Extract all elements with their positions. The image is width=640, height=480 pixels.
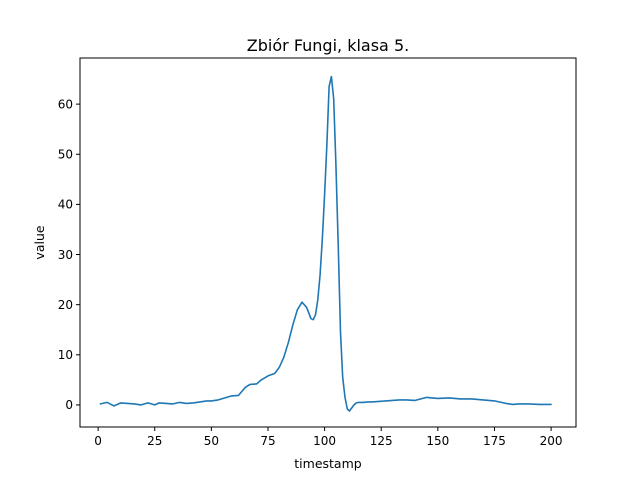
x-tick-label: 100: [313, 434, 336, 448]
x-tick-label: 175: [483, 434, 506, 448]
y-tick-label: 10: [58, 348, 73, 362]
y-tick-label: 40: [58, 198, 73, 212]
chart-title: Zbiór Fungi, klasa 5.: [247, 36, 409, 55]
y-tick-label: 0: [65, 398, 73, 412]
y-axis-ticks: 0 10 20 30 40 50 60: [58, 97, 80, 412]
plot-frame: [79, 57, 577, 428]
x-tick-label: 125: [370, 434, 393, 448]
x-tick-label: 150: [426, 434, 449, 448]
series-line: [99, 75, 552, 412]
y-tick-label: 30: [58, 248, 73, 262]
y-tick-label: 20: [58, 298, 73, 312]
x-tick-label: 75: [260, 434, 275, 448]
x-tick-label: 0: [94, 434, 102, 448]
y-axis-label: value: [32, 225, 47, 259]
plot-area: [99, 75, 552, 412]
x-axis-label: timestamp: [294, 456, 361, 471]
x-tick-label: 25: [147, 434, 162, 448]
x-tick-label: 50: [204, 434, 219, 448]
y-tick-label: 50: [58, 148, 73, 162]
y-tick-label: 60: [58, 97, 73, 111]
x-axis-ticks: 0 25 50 75 100 125 150 175 200: [94, 427, 563, 448]
x-tick-label: 200: [540, 434, 563, 448]
